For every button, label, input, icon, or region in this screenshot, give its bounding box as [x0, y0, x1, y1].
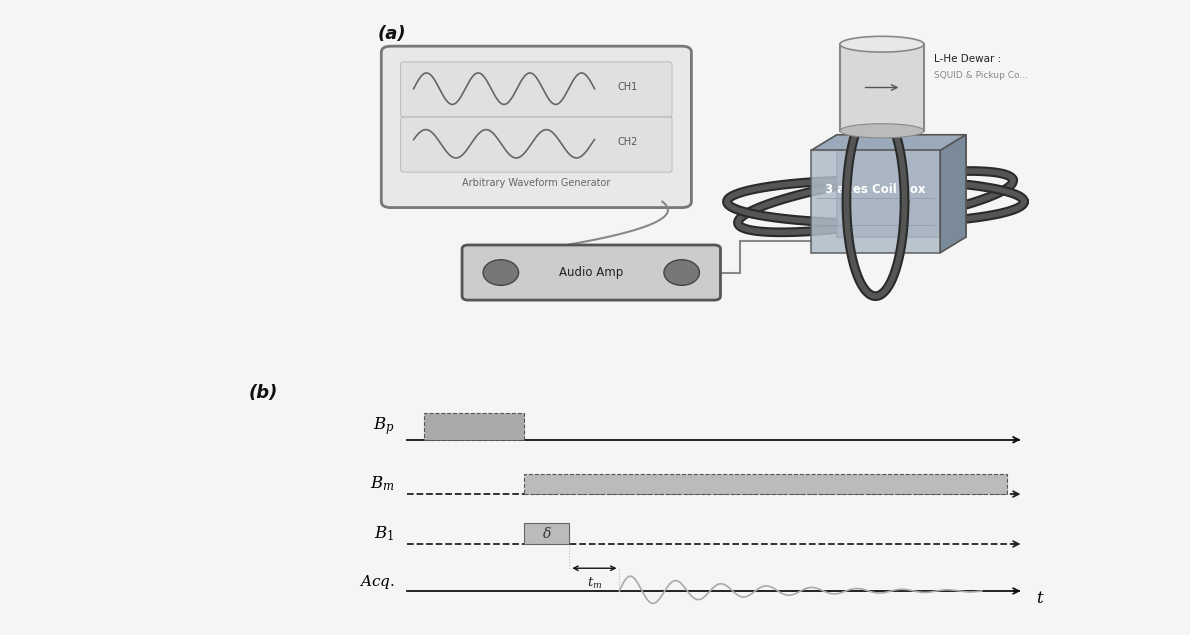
Text: SQUID & Pickup Co...: SQUID & Pickup Co... [934, 70, 1028, 79]
Text: $t_m$: $t_m$ [587, 577, 602, 591]
Polygon shape [840, 36, 923, 52]
Bar [810, 150, 940, 253]
Bar [424, 413, 524, 439]
Text: $B_p$: $B_p$ [372, 415, 394, 438]
Bar [524, 474, 1007, 494]
FancyBboxPatch shape [401, 62, 672, 117]
Text: $Acq.$: $Acq.$ [358, 573, 394, 591]
Text: $t$: $t$ [1035, 589, 1045, 607]
Text: $\delta$: $\delta$ [541, 526, 551, 541]
Text: CH2: CH2 [618, 137, 638, 147]
Text: (b): (b) [249, 384, 278, 402]
Polygon shape [840, 124, 923, 138]
FancyBboxPatch shape [401, 117, 672, 172]
Polygon shape [940, 135, 966, 253]
Text: $B_1$: $B_1$ [375, 525, 394, 543]
Text: (a): (a) [378, 25, 407, 43]
Text: L-He Dewar :: L-He Dewar : [934, 54, 1001, 64]
Ellipse shape [664, 260, 700, 285]
FancyBboxPatch shape [462, 245, 720, 300]
Polygon shape [810, 135, 966, 150]
Text: CH1: CH1 [618, 82, 638, 91]
Text: 3 axes Coil Box: 3 axes Coil Box [825, 184, 926, 196]
Text: Audio Amp: Audio Amp [559, 266, 624, 279]
Polygon shape [837, 135, 966, 237]
Bar [840, 44, 923, 131]
Text: $B_m$: $B_m$ [370, 474, 394, 493]
Bar [524, 523, 569, 544]
FancyBboxPatch shape [381, 46, 691, 208]
Text: Arbitrary Waveform Generator: Arbitrary Waveform Generator [462, 178, 610, 188]
Ellipse shape [483, 260, 519, 285]
